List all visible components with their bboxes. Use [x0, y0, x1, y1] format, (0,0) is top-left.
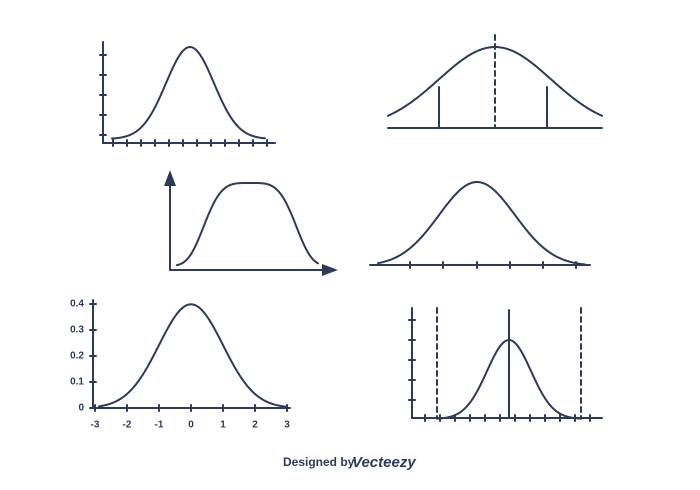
flat-curve [176, 182, 319, 267]
panel-sd-lines [387, 34, 603, 129]
bell-curve [377, 180, 586, 266]
x-tick-label: 1 [220, 420, 226, 431]
bell-curve [111, 45, 266, 140]
y-tick-label: 0.2 [70, 351, 84, 362]
x-tick-label: -3 [91, 420, 100, 431]
panel-critical [411, 307, 603, 420]
x-tick-label: 3 [284, 420, 290, 431]
bell-curve [98, 303, 288, 408]
panel-arrows [164, 170, 338, 276]
panel-ticks [369, 180, 591, 269]
credit-brand: Vecteezy [352, 454, 416, 471]
axes [411, 307, 603, 419]
x-tick-label: 2 [252, 420, 258, 431]
y-tick-label: 0.1 [70, 377, 84, 388]
critical-lines [436, 307, 582, 419]
axes [102, 41, 276, 144]
baseline [369, 261, 591, 269]
panel-labeled: 0.4 0.3 0.2 0.1 0 -3 -2 -1 0 1 2 3 [70, 299, 291, 431]
y-tick-label: 0 [78, 403, 84, 414]
panel-axes-curve [102, 41, 276, 144]
y-tick-label: 0.4 [70, 299, 84, 310]
x-tick-label: -2 [123, 420, 132, 431]
bell-curve [436, 338, 582, 420]
sd-lines [438, 86, 548, 129]
x-tick-label: -1 [155, 420, 164, 431]
credit-prefix: Designed by [283, 455, 355, 469]
x-tick-label: 0 [188, 420, 194, 431]
axes [92, 299, 291, 409]
axis-ticks [99, 54, 591, 422]
y-tick-label: 0.3 [70, 325, 84, 336]
bell-curve [387, 45, 603, 117]
